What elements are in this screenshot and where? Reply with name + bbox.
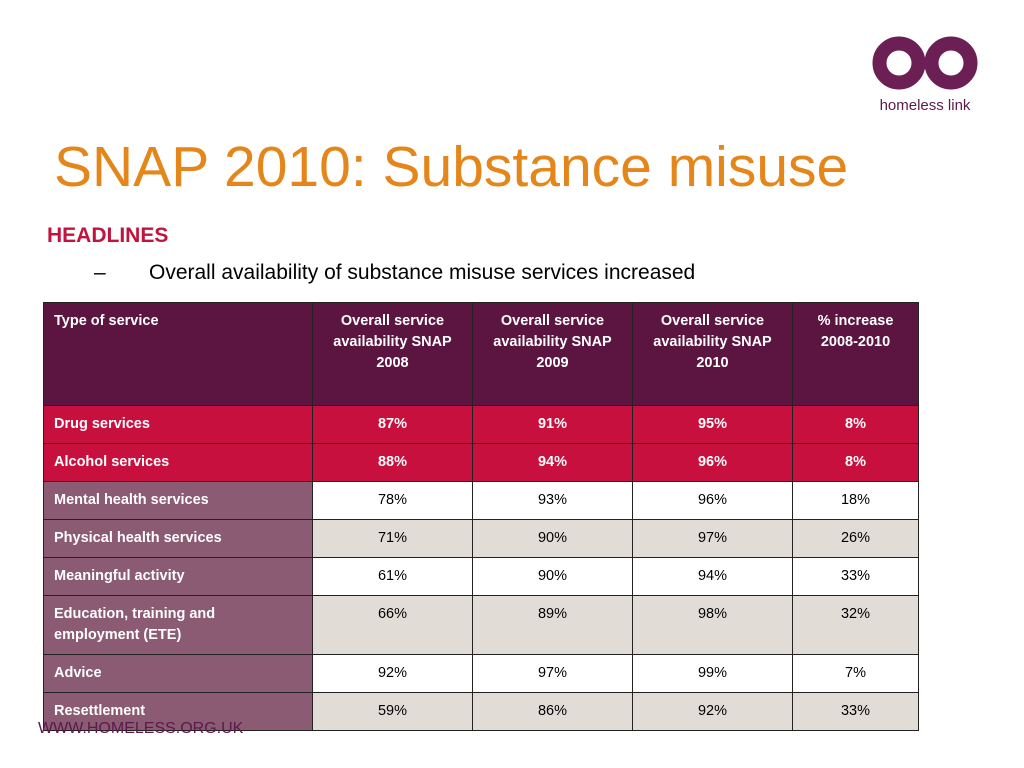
headlines-heading: HEADLINES <box>47 224 169 247</box>
service-name-cell: Advice <box>43 654 313 693</box>
table-row: Mental health services 78% 93% 96% 18% <box>43 481 919 520</box>
snap-2008-cell: 88% <box>312 443 473 482</box>
bullet-dash: – <box>94 261 106 284</box>
increase-cell: 7% <box>792 654 919 693</box>
snap-2009-cell: 91% <box>472 405 633 444</box>
logo-rings-icon <box>872 36 978 90</box>
snap-2008-cell: 59% <box>312 692 473 731</box>
service-name-cell: Mental health services <box>43 481 313 520</box>
table-row: Physical health services 71% 90% 97% 26% <box>43 519 919 558</box>
snap-2009-cell: 94% <box>472 443 633 482</box>
service-name-cell: Meaningful activity <box>43 557 313 596</box>
snap-2009-cell: 97% <box>472 654 633 693</box>
snap-2008-cell: 66% <box>312 595 473 655</box>
snap-2008-cell: 71% <box>312 519 473 558</box>
increase-cell: 8% <box>792 405 919 444</box>
snap-2010-cell: 97% <box>632 519 793 558</box>
increase-cell: 8% <box>792 443 919 482</box>
snap-2009-cell: 90% <box>472 519 633 558</box>
snap-2010-cell: 96% <box>632 443 793 482</box>
header-snap-2010: Overall service availability SNAP 2010 <box>632 302 793 406</box>
service-availability-table: Type of service Overall service availabi… <box>43 302 919 731</box>
service-name-cell: Physical health services <box>43 519 313 558</box>
snap-2008-cell: 61% <box>312 557 473 596</box>
snap-2010-cell: 96% <box>632 481 793 520</box>
header-type-of-service: Type of service <box>43 302 313 406</box>
snap-2009-cell: 89% <box>472 595 633 655</box>
header-percent-increase: % increase 2008-2010 <box>792 302 919 406</box>
snap-2010-cell: 99% <box>632 654 793 693</box>
snap-2010-cell: 98% <box>632 595 793 655</box>
table-row: Advice 92% 97% 99% 7% <box>43 654 919 693</box>
table-row: Meaningful activity 61% 90% 94% 33% <box>43 557 919 596</box>
increase-cell: 26% <box>792 519 919 558</box>
service-name-cell: Alcohol services <box>43 443 313 482</box>
snap-2009-cell: 86% <box>472 692 633 731</box>
increase-cell: 32% <box>792 595 919 655</box>
table-row: Alcohol services 88% 94% 96% 8% <box>43 443 919 482</box>
increase-cell: 33% <box>792 692 919 731</box>
bullet-item: – Overall availability of substance misus… <box>94 259 695 287</box>
slide-title: SNAP 2010: Substance misuse <box>54 135 849 199</box>
service-name-cell: Drug services <box>43 405 313 444</box>
logo-text: homeless link <box>879 97 971 114</box>
snap-2010-cell: 95% <box>632 405 793 444</box>
snap-2009-cell: 93% <box>472 481 633 520</box>
homeless-link-logo: homeless link <box>866 34 984 120</box>
service-name-cell: Education, training and employment (ETE) <box>43 595 313 655</box>
table-row: Education, training and employment (ETE)… <box>43 595 919 655</box>
header-snap-2009: Overall service availability SNAP 2009 <box>472 302 633 406</box>
snap-2008-cell: 92% <box>312 654 473 693</box>
footer-website-link[interactable]: WWW.HOMELESS.ORG.UK <box>38 720 244 737</box>
snap-2008-cell: 78% <box>312 481 473 520</box>
service-name-cell: Resettlement <box>43 692 313 731</box>
snap-2010-cell: 92% <box>632 692 793 731</box>
table-header-row: Type of service Overall service availabi… <box>43 302 919 406</box>
increase-cell: 18% <box>792 481 919 520</box>
bullet-text: Overall availability of substance misuse… <box>149 261 696 284</box>
snap-2009-cell: 90% <box>472 557 633 596</box>
header-snap-2008: Overall service availability SNAP 2008 <box>312 302 473 406</box>
table-row: Drug services 87% 91% 95% 8% <box>43 405 919 444</box>
snap-2008-cell: 87% <box>312 405 473 444</box>
snap-2010-cell: 94% <box>632 557 793 596</box>
table-row: Resettlement 59% 86% 92% 33% <box>43 692 919 731</box>
increase-cell: 33% <box>792 557 919 596</box>
